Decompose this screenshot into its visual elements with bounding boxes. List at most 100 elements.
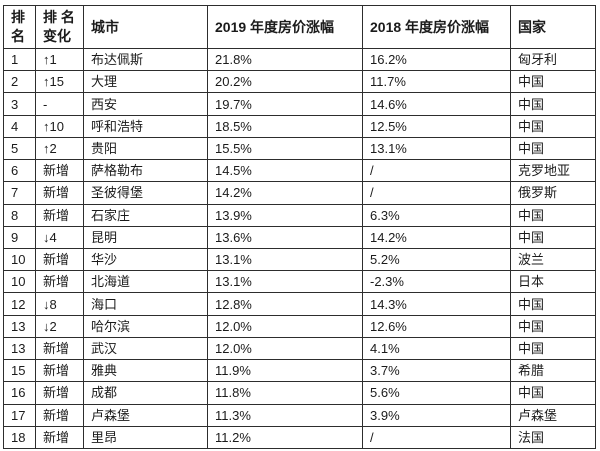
y2018-cell: / bbox=[362, 159, 511, 183]
country-cell: 中国 bbox=[510, 114, 596, 138]
y2018-cell: -2.3% bbox=[362, 270, 511, 294]
table-row: 2 ↑15 大理 20.2% 11.7% 中国 bbox=[3, 70, 596, 94]
country-cell: 波兰 bbox=[510, 247, 596, 272]
rank-change-cell: ↑15 bbox=[35, 70, 84, 94]
y2018-cell: 4.1% bbox=[362, 336, 511, 361]
country-cell: 中国 bbox=[510, 314, 596, 338]
rank-change-cell: 新增 bbox=[35, 270, 84, 294]
rank-cell: 3 bbox=[3, 92, 36, 116]
y2018-cell: 12.6% bbox=[362, 314, 511, 338]
country-cell: 中国 bbox=[510, 381, 596, 405]
city-cell: 成都 bbox=[83, 381, 208, 405]
y2018-cell: 14.3% bbox=[362, 292, 511, 316]
y2019-cell: 18.5% bbox=[207, 114, 363, 138]
rank-cell: 10 bbox=[3, 247, 36, 272]
table-row: 13 ↓2 哈尔滨 12.0% 12.6% 中国 bbox=[3, 314, 596, 338]
y2019-cell: 21.8% bbox=[207, 47, 363, 72]
y2018-cell: 11.7% bbox=[362, 70, 511, 94]
table-row: 17 新增 卢森堡 11.3% 3.9% 卢森堡 bbox=[3, 403, 596, 427]
country-cell: 希腊 bbox=[510, 359, 596, 383]
rank-cell: 18 bbox=[3, 425, 36, 450]
city-cell: 里昂 bbox=[83, 425, 208, 450]
rank-cell: 13 bbox=[3, 336, 36, 361]
rank-change-cell: - bbox=[35, 92, 84, 116]
country-cell: 中国 bbox=[510, 336, 596, 361]
rank-cell: 12 bbox=[3, 292, 36, 316]
rank-change-cell: 新增 bbox=[35, 359, 84, 383]
rank-cell: 17 bbox=[3, 403, 36, 427]
country-cell: 法国 bbox=[510, 425, 596, 450]
country-cell: 日本 bbox=[510, 270, 596, 294]
col-header-rank-line1: 排 bbox=[11, 9, 25, 26]
city-price-rank-table: 排 名 排 名 变化 城市 2019 年度房价涨幅 2018 年度房价涨幅 国家… bbox=[3, 5, 596, 450]
rank-change-cell: 新增 bbox=[35, 336, 84, 361]
rank-change-cell: 新增 bbox=[35, 247, 84, 272]
rank-change-cell: ↑1 bbox=[35, 47, 84, 72]
rank-change-cell: ↑2 bbox=[35, 136, 84, 161]
rank-cell: 9 bbox=[3, 225, 36, 249]
country-cell: 匈牙利 bbox=[510, 47, 596, 72]
rank-cell: 10 bbox=[3, 270, 36, 294]
country-cell: 中国 bbox=[510, 136, 596, 161]
city-cell: 武汉 bbox=[83, 336, 208, 361]
col-header-rank-change-line2: 变化 bbox=[43, 28, 71, 44]
city-cell: 海口 bbox=[83, 292, 208, 316]
table-row: 18 新增 里昂 11.2% / 法国 bbox=[3, 425, 596, 450]
table-row: 10 新增 华沙 13.1% 5.2% 波兰 bbox=[3, 247, 596, 272]
table-row: 5 ↑2 贵阳 15.5% 13.1% 中国 bbox=[3, 136, 596, 161]
y2018-cell: 14.2% bbox=[362, 225, 511, 249]
table-row: 7 新增 圣彼得堡 14.2% / 俄罗斯 bbox=[3, 181, 596, 205]
table-row: 16 新增 成都 11.8% 5.6% 中国 bbox=[3, 381, 596, 405]
country-cell: 中国 bbox=[510, 292, 596, 316]
rank-change-cell: 新增 bbox=[35, 159, 84, 183]
y2019-cell: 11.8% bbox=[207, 381, 363, 405]
country-cell: 中国 bbox=[510, 225, 596, 249]
y2019-cell: 14.2% bbox=[207, 181, 363, 205]
city-cell: 萨格勒布 bbox=[83, 159, 208, 183]
table-row: 12 ↓8 海口 12.8% 14.3% 中国 bbox=[3, 292, 596, 316]
table-row: 6 新增 萨格勒布 14.5% / 克罗地亚 bbox=[3, 159, 596, 183]
rank-change-cell: ↓8 bbox=[35, 292, 84, 316]
rank-cell: 6 bbox=[3, 159, 36, 183]
rank-cell: 15 bbox=[3, 359, 36, 383]
city-cell: 圣彼得堡 bbox=[83, 181, 208, 205]
rank-change-cell: 新增 bbox=[35, 381, 84, 405]
y2018-cell: 6.3% bbox=[362, 203, 511, 227]
city-cell: 呼和浩特 bbox=[83, 114, 208, 138]
col-header-rank-line2: 名 bbox=[11, 28, 25, 44]
country-cell: 中国 bbox=[510, 70, 596, 94]
city-cell: 华沙 bbox=[83, 247, 208, 272]
header-row: 排 名 排 名 变化 城市 2019 年度房价涨幅 2018 年度房价涨幅 国家 bbox=[3, 5, 596, 49]
city-cell: 石家庄 bbox=[83, 203, 208, 227]
y2019-cell: 11.2% bbox=[207, 425, 363, 450]
table-row: 13 新增 武汉 12.0% 4.1% 中国 bbox=[3, 336, 596, 361]
y2018-cell: 3.7% bbox=[362, 359, 511, 383]
col-header-rank: 排 名 bbox=[3, 5, 36, 49]
y2018-cell: 12.5% bbox=[362, 114, 511, 138]
rank-cell: 13 bbox=[3, 314, 36, 338]
table-row: 9 ↓4 昆明 13.6% 14.2% 中国 bbox=[3, 225, 596, 249]
table-row: 3 - 西安 19.7% 14.6% 中国 bbox=[3, 92, 596, 116]
country-cell: 中国 bbox=[510, 92, 596, 116]
city-cell: 布达佩斯 bbox=[83, 47, 208, 72]
city-cell: 哈尔滨 bbox=[83, 314, 208, 338]
y2018-cell: 14.6% bbox=[362, 92, 511, 116]
rank-cell: 2 bbox=[3, 70, 36, 94]
city-cell: 昆明 bbox=[83, 225, 208, 249]
rank-change-cell: 新增 bbox=[35, 181, 84, 205]
rank-change-cell: ↓4 bbox=[35, 225, 84, 249]
country-cell: 俄罗斯 bbox=[510, 181, 596, 205]
table-row: 10 新增 北海道 13.1% -2.3% 日本 bbox=[3, 270, 596, 294]
y2019-cell: 12.0% bbox=[207, 314, 363, 338]
y2019-cell: 12.8% bbox=[207, 292, 363, 316]
rank-change-cell: ↓2 bbox=[35, 314, 84, 338]
rank-cell: 1 bbox=[3, 47, 36, 72]
y2019-cell: 13.9% bbox=[207, 203, 363, 227]
country-cell: 中国 bbox=[510, 203, 596, 227]
y2019-cell: 14.5% bbox=[207, 159, 363, 183]
y2018-cell: 3.9% bbox=[362, 403, 511, 427]
y2018-cell: 13.1% bbox=[362, 136, 511, 161]
city-cell: 卢森堡 bbox=[83, 403, 208, 427]
y2019-cell: 13.6% bbox=[207, 225, 363, 249]
table-row: 4 ↑10 呼和浩特 18.5% 12.5% 中国 bbox=[3, 114, 596, 138]
